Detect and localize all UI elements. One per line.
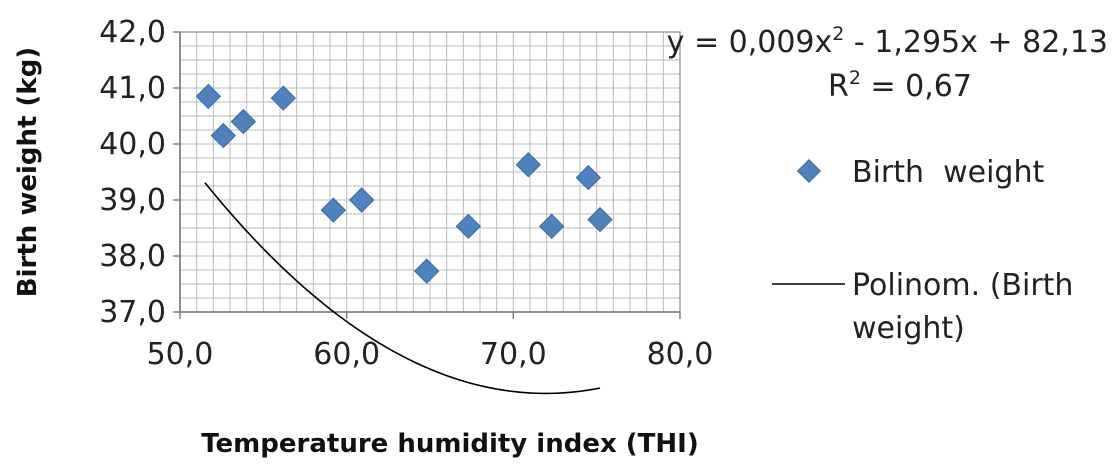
data-point: [230, 108, 257, 135]
plot-axes: [179, 31, 681, 313]
legend-trendline-label-line2: weight): [852, 311, 965, 346]
x-tick-label: 70,0: [480, 337, 547, 372]
x-tick-label: 80,0: [647, 337, 714, 372]
data-point: [455, 213, 482, 240]
x-axis-title: Temperature humidity index (THI): [201, 429, 698, 459]
x-tick-label: 50,0: [147, 337, 214, 372]
trendline: [204, 182, 601, 395]
y-tick-label: 39,0: [99, 183, 166, 218]
x-tick-label: 60,0: [313, 337, 380, 372]
y-tick-labels: 37,0 38,0 39,0 40,0 41,0 42,0: [99, 15, 180, 330]
legend-trendline-label-line1: Polinom. (Birth: [852, 268, 1073, 303]
x-tick-labels: 50,0 60,0 70,0 80,0: [147, 312, 714, 372]
legend-diamond-marker: [796, 158, 822, 184]
y-tick-label: 41,0: [99, 71, 166, 106]
data-point: [270, 85, 297, 111]
trend-equation: y = 0,009x2 - 1,295x + 82,13: [667, 23, 1108, 60]
data-point: [515, 152, 542, 178]
data-point: [348, 187, 375, 213]
y-tick-label: 40,0: [99, 127, 166, 162]
legend-series-label: Birth weight: [852, 155, 1044, 190]
data-point: [413, 258, 440, 284]
data-points: [195, 83, 613, 284]
data-point: [587, 206, 613, 233]
y-axis-title: Birth weight (kg): [13, 47, 43, 297]
y-tick-label: 42,0: [99, 15, 166, 50]
data-point: [538, 213, 565, 240]
data-point: [575, 164, 602, 191]
trend-r-squared: R2 = 0,67: [828, 67, 972, 104]
y-tick-label: 38,0: [99, 239, 166, 274]
data-point: [195, 83, 222, 110]
data-point: [320, 197, 347, 223]
y-tick-label: 37,0: [99, 295, 166, 330]
data-point: [210, 122, 237, 149]
